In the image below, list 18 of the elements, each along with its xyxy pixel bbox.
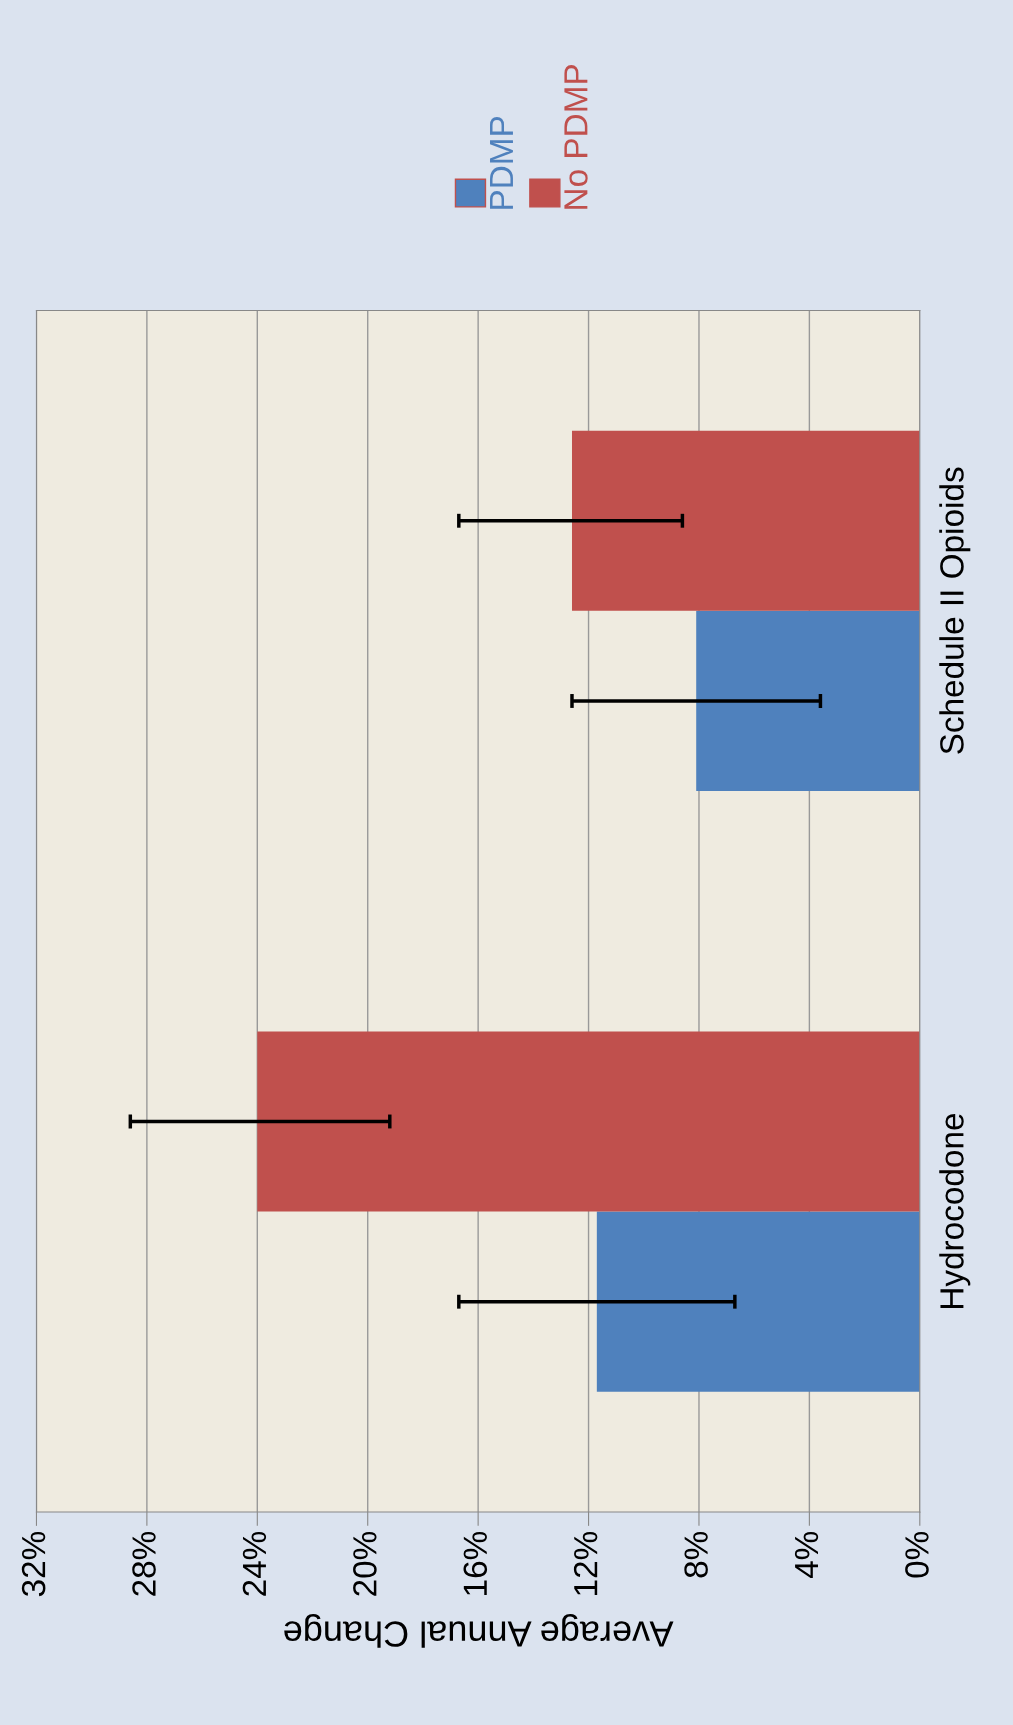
x-tick-label: 24%	[242, 1531, 267, 1596]
bar	[257, 1031, 920, 1212]
bar	[596, 1211, 920, 1392]
x-tick-label: 4%	[794, 1531, 819, 1579]
x-tick-label: 28%	[132, 1531, 156, 1596]
x-tick-label: 8%	[684, 1531, 708, 1578]
x-axis-title: Average Annual Change	[284, 1614, 674, 1648]
x-tick-label: 20%	[353, 1531, 377, 1596]
x-tick-label: 0%	[905, 1531, 929, 1578]
y-tick-label: Schedule II Opioids	[939, 467, 971, 754]
bar	[696, 610, 920, 792]
text: PDMP	[490, 116, 513, 209]
text: No PDMP	[564, 65, 588, 209]
x-tick-label: 12%	[573, 1531, 598, 1595]
y-tick-label: Hydrocodone	[939, 1113, 971, 1308]
x-tick-label: 32%	[21, 1531, 46, 1597]
x-tick-label: 16%	[463, 1531, 488, 1595]
bar	[571, 430, 920, 611]
